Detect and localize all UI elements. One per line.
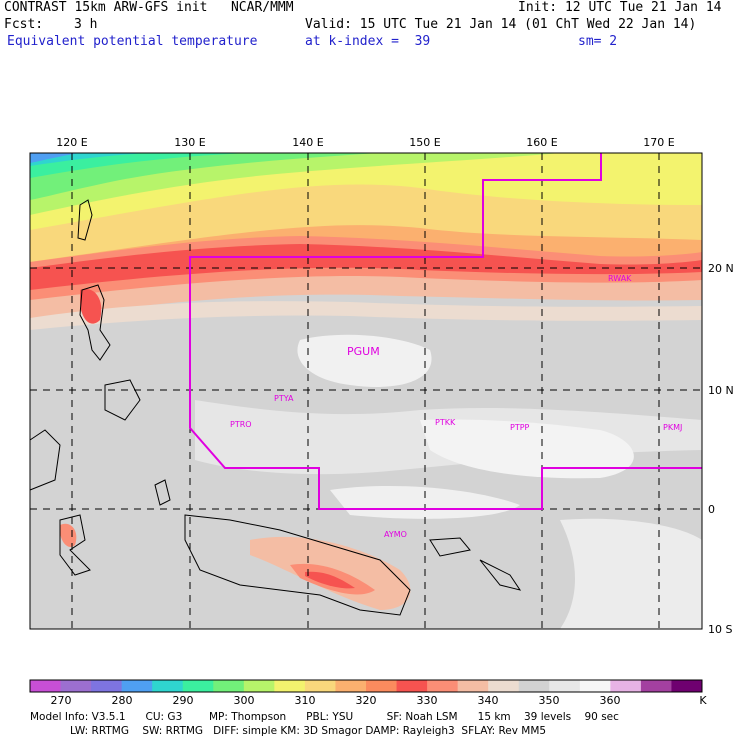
model-info-line1: Model Info: V3.5.1 CU: G3 MP: Thompson P… [30,711,619,723]
colorbar-swatch [274,680,306,692]
colorbar-swatch [304,680,336,692]
forecast-hour: 3 h [74,17,98,32]
station-ptya: PTYA [274,394,294,403]
mindanao-coastline [104,379,141,421]
colorbar-label: 300 [233,694,255,707]
graticule [30,153,702,629]
lon-label: 160 E [526,136,557,149]
lat-label: 10 S [708,623,732,636]
colorbar-label: 330 [416,694,438,707]
colorbar-swatch [518,680,550,692]
new-guinea-coastline [184,514,411,616]
colorbar-swatch [457,680,489,692]
init-time: Init: 12 UTC Tue 21 Jan 14 [518,0,722,15]
map-frame [29,152,703,630]
taiwan-coastline [77,199,93,241]
colorbar-label: 340 [477,694,499,707]
colorbar-label: 280 [111,694,133,707]
solomon-islands-coastline [479,559,522,591]
colorbar-swatch [610,680,642,692]
colorbar-label: 290 [172,694,194,707]
colorbar-swatch [427,680,459,692]
new-britain-coastline [429,537,471,557]
sulawesi-coastline [59,514,91,576]
lon-label: 140 E [292,136,323,149]
equivalent-potential-temperature-field [30,153,702,629]
lat-label: 0 [708,503,715,516]
lat-label: 10 N [708,384,734,397]
model-title: CONTRAST 15km ARW-GFS init NCAR/MMM [4,0,294,15]
coastlines [29,199,522,616]
borneo-coastline [29,429,61,491]
colorbar-swatch [30,680,62,692]
colorbar-swatch [335,680,367,692]
colorbar-frame [29,679,703,693]
colorbar-label: 350 [538,694,560,707]
colorbar-swatch [396,680,428,692]
nested-domain-boundary [189,153,702,510]
station-pkmj: PKMJ [663,423,682,432]
colorbar-swatch [579,680,611,692]
valid-time: Valid: 15 UTC Tue 21 Jan 14 (01 ChT Wed … [305,17,697,32]
lon-label: 120 E [56,136,87,149]
colorbar-label: 360 [599,694,621,707]
colorbar-swatch [366,680,398,692]
smoothing-value: sm= 2 [578,34,618,49]
lat-label: 20 N [708,262,734,275]
colorbar-swatch [549,680,581,692]
station-ptro: PTRO [230,420,252,429]
model-info-line2: LW: RRTMG SW: RRTMG DIFF: simple KM: 3D … [70,725,547,737]
lon-label: 150 E [409,136,440,149]
colorbar-swatch [213,680,245,692]
colorbar [29,679,703,693]
forecast-label: Fcst: [4,17,44,32]
luzon-coastline [79,284,111,361]
station-ptkk: PTKK [435,418,456,427]
colorbar-swatch [243,680,275,692]
vertical-level: at k-index = 39 [305,34,431,49]
halmahera-coastline [154,479,171,506]
colorbar-unit: K [699,694,707,707]
colorbar-swatch [640,680,672,692]
station-aymo: AYMO [384,530,407,539]
station-rwak: RWAK [608,274,632,283]
colorbar-swatch [488,680,520,692]
field-name: Equivalent potential temperature [7,34,258,49]
colorbar-label: 310 [294,694,316,707]
colorbar-label: 270 [50,694,72,707]
colorbar-swatch [60,680,92,692]
station-ptpp: PTPP [510,423,530,432]
colorbar-swatch [121,680,153,692]
colorbar-swatch [91,680,123,692]
station-pgum: PGUM [347,345,380,358]
colorbar-swatch [152,680,184,692]
colorbar-swatch [671,680,703,692]
lon-label: 170 E [643,136,674,149]
colorbar-label: 320 [355,694,377,707]
lon-label: 130 E [174,136,205,149]
colorbar-swatch [182,680,214,692]
